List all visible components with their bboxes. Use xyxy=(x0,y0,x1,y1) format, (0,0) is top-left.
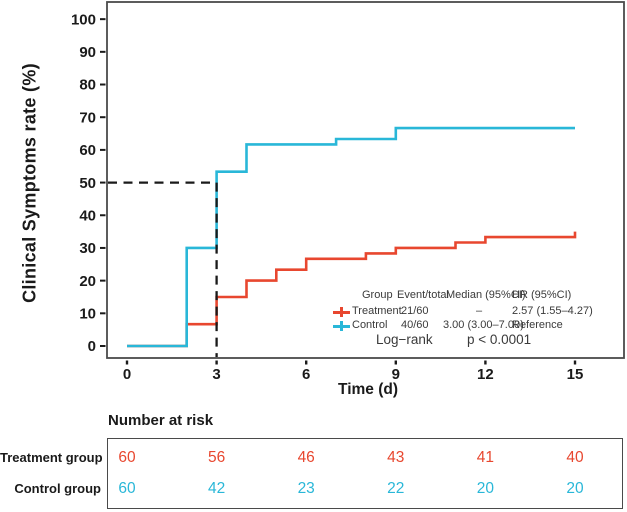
legend-treatment-median: – xyxy=(475,305,483,317)
risk-count: 41 xyxy=(476,449,495,466)
legend-control-label: Control xyxy=(352,319,388,331)
risk-count: 22 xyxy=(387,480,405,497)
y-tick-label: 40 xyxy=(79,207,96,224)
risk-count: 42 xyxy=(207,480,226,497)
y-tick-label: 90 xyxy=(79,44,96,61)
x-tick-label: 9 xyxy=(392,366,400,383)
risk-count: 43 xyxy=(387,449,405,466)
legend-control-hr: Reference xyxy=(512,319,563,331)
y-tick-label: 60 xyxy=(79,142,96,159)
risk-count: 23 xyxy=(297,480,315,497)
y-tick-label: 50 xyxy=(79,175,96,192)
risk-count: 56 xyxy=(207,449,226,466)
legend-header-hr: HR (95%CI) xyxy=(512,289,572,301)
legend-treatment-label: Treatment xyxy=(352,305,402,317)
treatment-legend-marker-icon xyxy=(333,306,350,318)
x-tick-label: 0 xyxy=(123,366,131,383)
risk-count: 20 xyxy=(566,480,584,497)
y-axis-title: Clinical Symptoms rate (%) xyxy=(19,63,40,303)
risk-row-label-treatment: Treatment group xyxy=(0,450,103,465)
risk-count: 60 xyxy=(118,480,136,497)
y-tick-label: 70 xyxy=(79,109,96,126)
legend-control-median: 3.00 (3.00–7.00) xyxy=(443,319,524,331)
legend-header-event: Event/total xyxy=(397,289,449,301)
p-value-label: p < 0.0001 xyxy=(467,332,532,347)
legend-header-median: Median (95%CI) xyxy=(446,289,526,301)
number-at-risk-title: Number at risk xyxy=(108,412,214,429)
control-curve xyxy=(127,126,575,348)
plot-frame xyxy=(106,1,625,359)
y-tick-label: 20 xyxy=(79,273,96,290)
logrank-label: Log−rank xyxy=(376,332,433,347)
y-tick-label: 30 xyxy=(79,240,96,257)
x-axis-title: Time (d) xyxy=(338,381,398,398)
x-tick-label: 6 xyxy=(302,366,310,383)
x-axis-tick-labels: 0 3 6 9 12 15 xyxy=(123,366,584,383)
y-tick-label: 80 xyxy=(79,77,96,94)
risk-count: 40 xyxy=(566,449,584,466)
risk-count: 20 xyxy=(476,480,495,497)
legend-treatment-hr: 2.57 (1.55–4.27) xyxy=(512,305,593,317)
km-plot-canvas: 0 10 20 30 40 50 60 70 80 90 100 0 3 6 9 12 15 xyxy=(71,1,625,383)
x-tick-label: 3 xyxy=(212,366,220,383)
number-at-risk-box xyxy=(107,438,623,509)
x-axis-ticks xyxy=(125,360,577,365)
y-axis-ticks xyxy=(100,18,106,347)
y-tick-label: 100 xyxy=(71,11,96,28)
legend-control-events: 40/60 xyxy=(401,319,429,331)
risk-row-label-control: Control group xyxy=(14,481,101,496)
legend-treatment-events: 21/60 xyxy=(401,305,429,317)
y-axis-tick-labels: 0 10 20 30 40 50 60 70 80 90 100 xyxy=(71,11,96,355)
risk-count: 46 xyxy=(297,449,315,466)
y-tick-label: 10 xyxy=(79,306,96,323)
legend-header-group: Group xyxy=(362,289,393,301)
x-tick-label: 12 xyxy=(477,366,494,383)
x-tick-label: 15 xyxy=(567,366,584,383)
risk-count: 60 xyxy=(118,449,136,466)
y-tick-label: 0 xyxy=(88,338,96,355)
control-legend-marker-icon xyxy=(333,320,350,332)
